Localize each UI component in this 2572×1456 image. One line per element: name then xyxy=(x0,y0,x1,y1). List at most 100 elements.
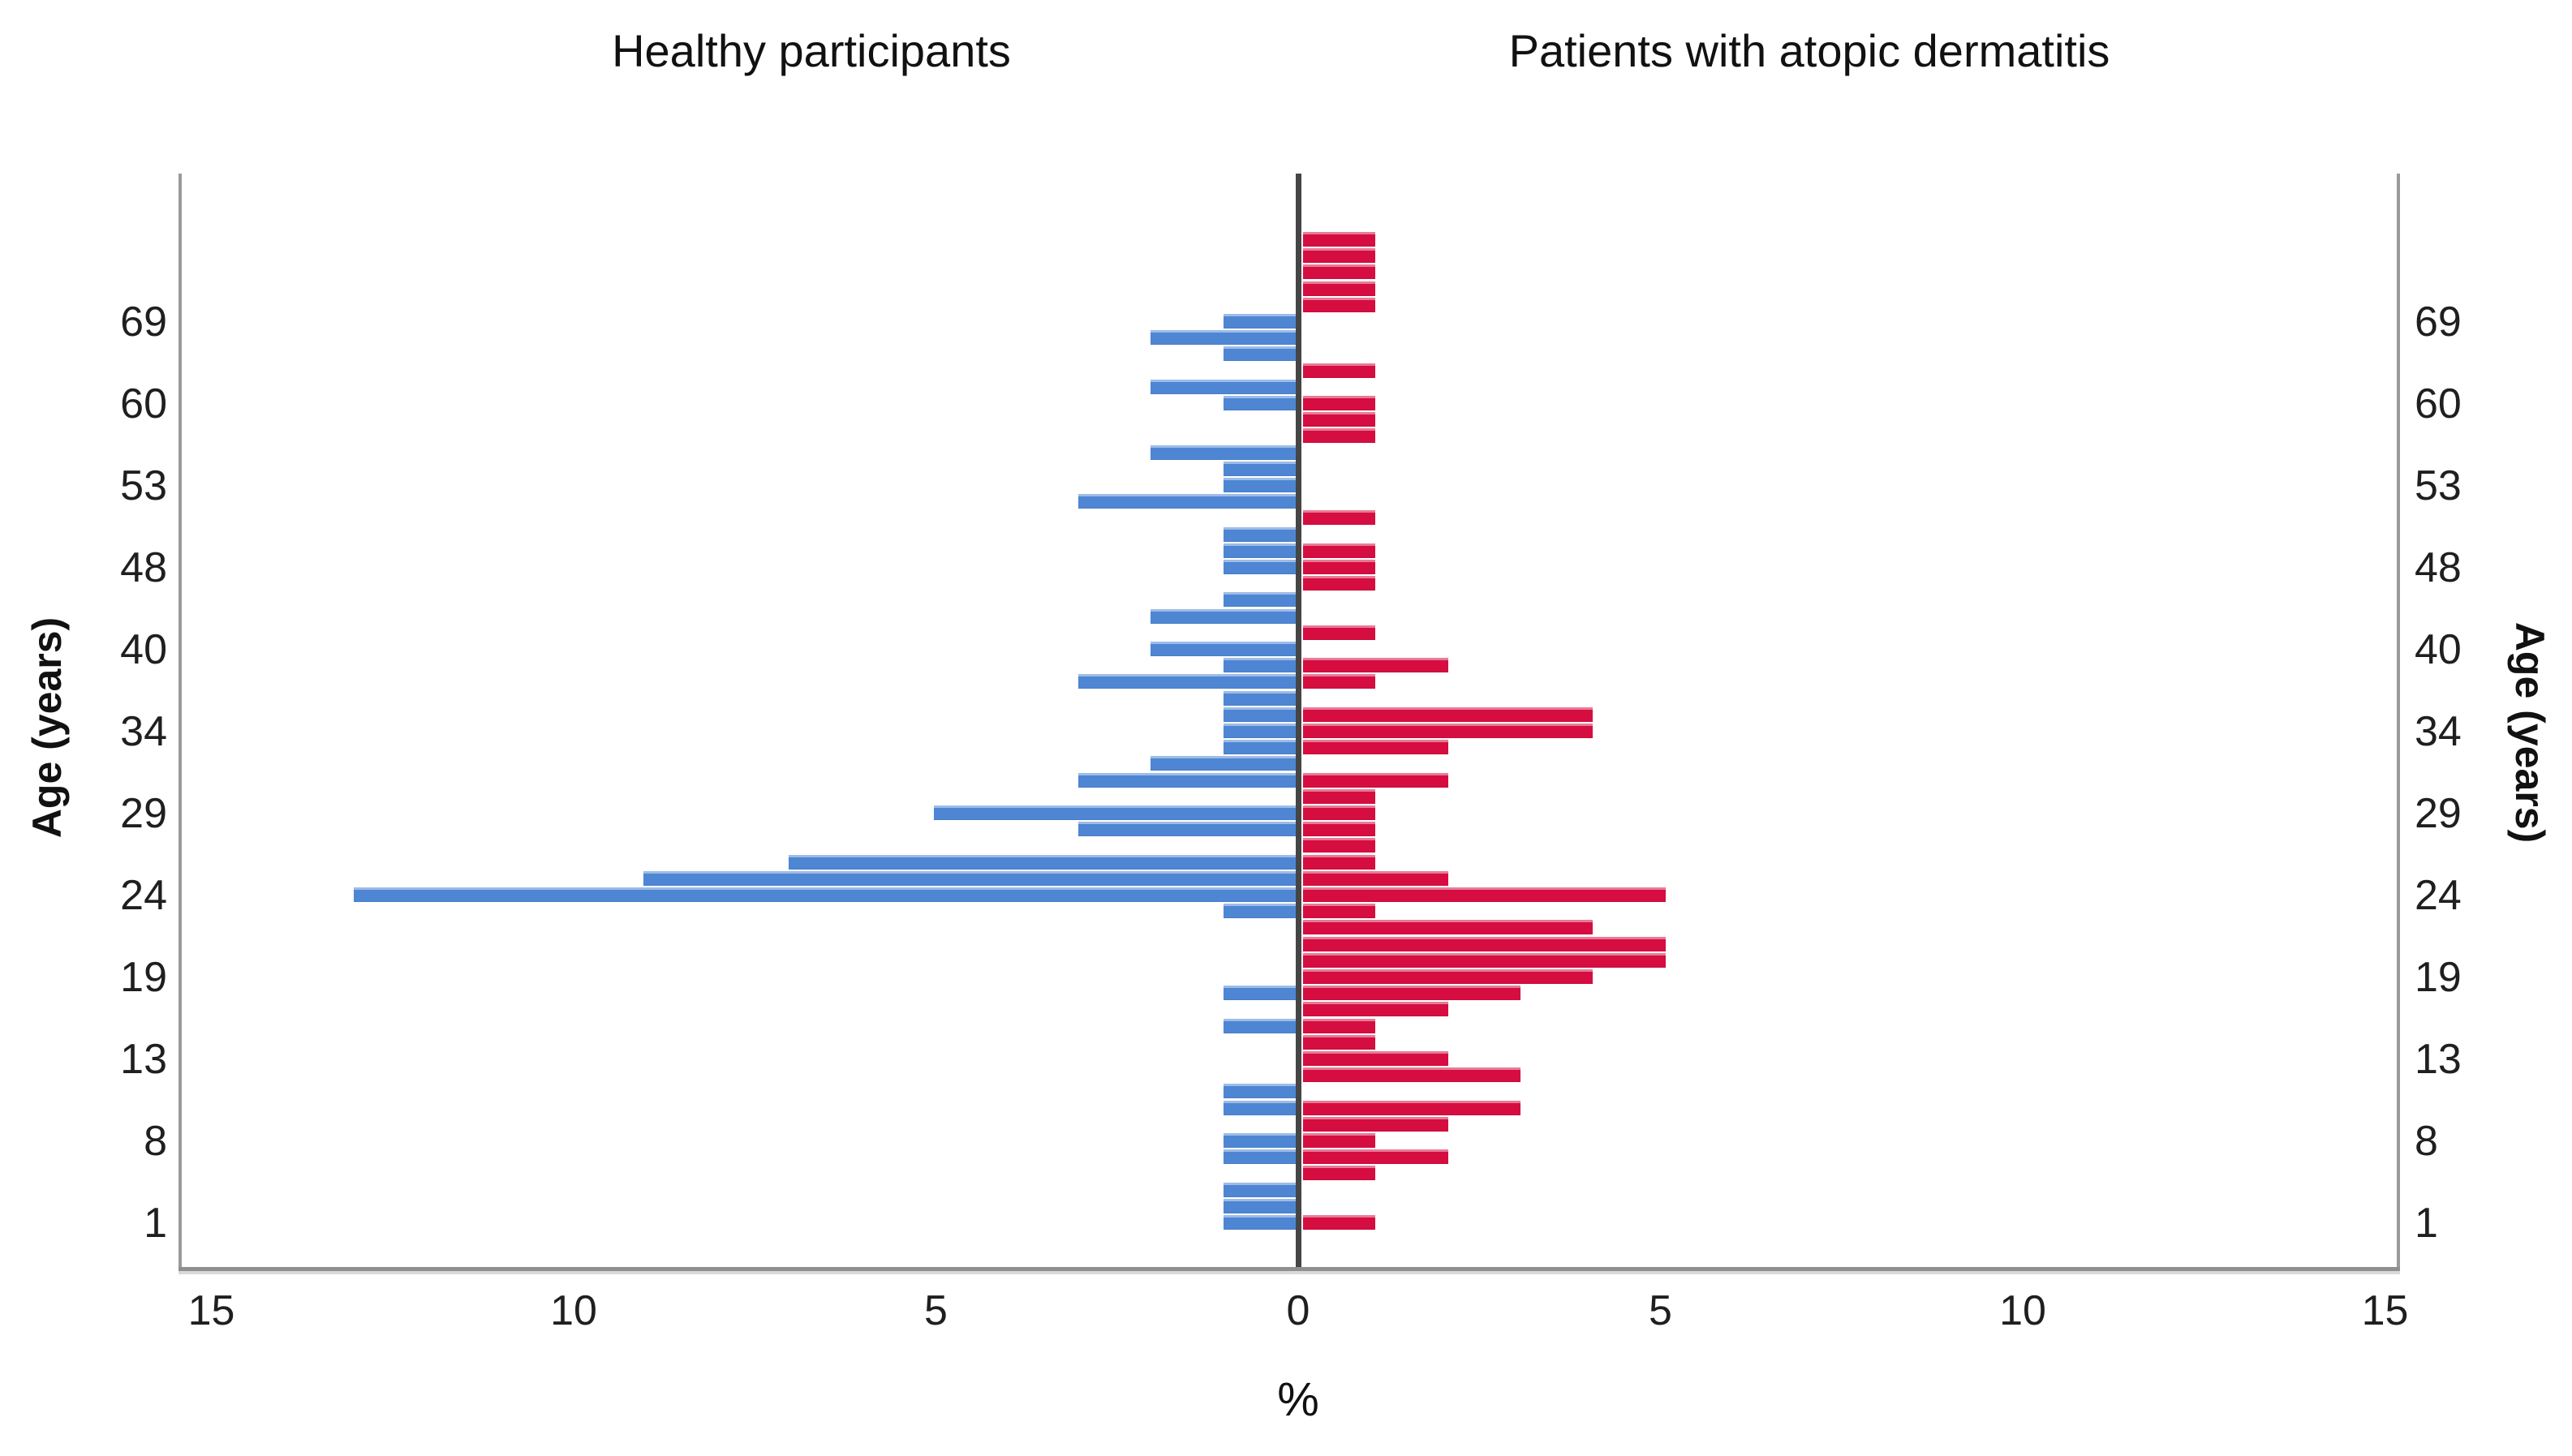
age-tick-label-right: 29 xyxy=(2415,790,2462,837)
age-tick-label-right: 53 xyxy=(2415,462,2462,509)
bar-healthy xyxy=(1223,1198,1296,1213)
bar-healthy xyxy=(1223,1215,1296,1230)
center-axis-line xyxy=(1296,174,1301,1267)
bar-healthy xyxy=(1151,756,1296,771)
bar-patients xyxy=(1303,232,1376,247)
bar-patients xyxy=(1303,576,1376,591)
percent-tick-label: 5 xyxy=(1649,1287,1672,1334)
bar-healthy xyxy=(643,870,1296,886)
bar-patients xyxy=(1303,396,1376,410)
age-tick-label-right: 19 xyxy=(2415,954,2462,1001)
bar-patients xyxy=(1303,969,1594,984)
bar-patients xyxy=(1303,1100,1520,1115)
bar-patients xyxy=(1303,1215,1376,1230)
bar-patients xyxy=(1303,1051,1448,1066)
bar-healthy xyxy=(1223,1018,1296,1033)
age-tick-label-left: 60 xyxy=(120,380,167,427)
bar-healthy xyxy=(1223,904,1296,919)
bar-patients xyxy=(1303,428,1376,444)
bar-healthy xyxy=(1223,314,1296,329)
bar-patients xyxy=(1303,870,1448,886)
age-tick-label-right: 48 xyxy=(2415,544,2462,591)
y-axis-title-left: Age (years) xyxy=(24,616,70,839)
bar-healthy xyxy=(1223,658,1296,673)
age-tick-label-right: 34 xyxy=(2415,708,2462,755)
bar-healthy xyxy=(1223,543,1296,558)
bar-patients xyxy=(1303,1067,1520,1083)
left-panel-title: Healthy participants xyxy=(612,25,1011,76)
bar-patients xyxy=(1303,1034,1376,1050)
bar-healthy xyxy=(1223,1100,1296,1115)
bar-healthy xyxy=(1223,740,1296,755)
bar-patients xyxy=(1303,904,1376,919)
bar-healthy xyxy=(1223,461,1296,476)
x-axis-title: % xyxy=(1277,1373,1319,1426)
bar-healthy xyxy=(1223,724,1296,738)
age-tick-label-left: 34 xyxy=(120,708,167,755)
bar-patients xyxy=(1303,1002,1448,1017)
bar-healthy xyxy=(1151,330,1296,346)
bar-patients xyxy=(1303,740,1448,755)
bar-patients xyxy=(1303,658,1448,673)
age-tick-label-right: 24 xyxy=(2415,872,2462,919)
plot-frame-left xyxy=(178,174,182,1271)
age-tick-label-left: 19 xyxy=(120,954,167,1001)
bar-patients xyxy=(1303,560,1376,574)
age-tick-label-left: 48 xyxy=(120,544,167,591)
bar-patients xyxy=(1303,625,1376,640)
age-tick-label-left: 29 xyxy=(120,790,167,837)
bar-patients xyxy=(1303,1116,1448,1132)
bar-healthy xyxy=(1078,674,1296,689)
bar-healthy xyxy=(1151,445,1296,460)
bar-healthy xyxy=(1223,346,1296,362)
bar-healthy xyxy=(1223,1182,1296,1197)
plot-frame-right xyxy=(2397,174,2400,1271)
bar-patients xyxy=(1303,772,1448,788)
y-axis-title-right: Age (years) xyxy=(2507,621,2553,844)
bar-patients xyxy=(1303,510,1376,526)
bar-healthy xyxy=(1151,608,1296,624)
bar-patients xyxy=(1303,805,1376,820)
bar-healthy xyxy=(1223,478,1296,492)
bar-patients xyxy=(1303,248,1376,264)
age-tick-label-left: 13 xyxy=(120,1036,167,1083)
percent-tick-label: 10 xyxy=(550,1287,597,1334)
bar-patients xyxy=(1303,674,1376,689)
bar-patients xyxy=(1303,920,1594,935)
age-tick-label-left: 8 xyxy=(144,1118,167,1165)
bar-healthy xyxy=(1078,822,1296,837)
age-tick-label-right: 69 xyxy=(2415,299,2462,346)
bar-patients xyxy=(1303,788,1376,804)
bar-patients xyxy=(1303,936,1666,951)
percent-tick-label: 0 xyxy=(1286,1287,1310,1334)
bar-patients xyxy=(1303,1133,1376,1148)
percent-tick-label: 5 xyxy=(924,1287,948,1334)
bar-patients xyxy=(1303,707,1594,722)
bar-patients xyxy=(1303,363,1376,378)
age-tick-label-left: 24 xyxy=(120,872,167,919)
bar-healthy xyxy=(1223,396,1296,410)
bar-healthy xyxy=(1223,690,1296,706)
bar-patients xyxy=(1303,724,1594,738)
bar-patients xyxy=(1303,854,1376,870)
age-tick-label-left: 53 xyxy=(120,462,167,509)
bar-healthy xyxy=(933,805,1296,820)
bar-patients xyxy=(1303,822,1376,837)
age-tick-label-right: 13 xyxy=(2415,1036,2462,1083)
bar-healthy xyxy=(1223,1084,1296,1099)
bar-healthy xyxy=(1223,707,1296,722)
bar-patients xyxy=(1303,1149,1448,1165)
bar-patients xyxy=(1303,986,1520,1001)
bar-patients xyxy=(1303,297,1376,312)
age-tick-label-left: 40 xyxy=(120,626,167,673)
bar-healthy xyxy=(1223,526,1296,542)
age-tick-label-right: 1 xyxy=(2415,1200,2438,1247)
bar-healthy xyxy=(1151,379,1296,394)
age-tick-label-right: 60 xyxy=(2415,380,2462,427)
bar-healthy xyxy=(1223,1133,1296,1148)
age-tick-label-left: 69 xyxy=(120,299,167,346)
bar-patients xyxy=(1303,952,1666,968)
percent-tick-label: 15 xyxy=(187,1287,235,1334)
plot-frame-bottom xyxy=(178,1267,2400,1271)
